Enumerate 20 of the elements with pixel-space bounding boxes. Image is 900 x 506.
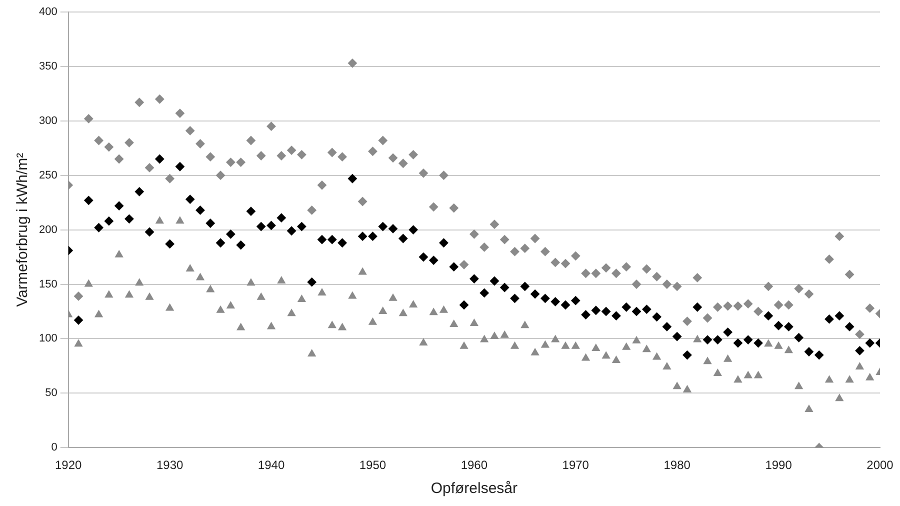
y-tick-label: 0	[51, 442, 58, 454]
x-tick-label: 1950	[359, 458, 386, 472]
x-axis-title: Opførelsesår	[430, 480, 518, 498]
x-tick-label: 1970	[562, 458, 590, 472]
y-tick-label: 150	[38, 278, 58, 290]
x-tick-label: 1960	[460, 458, 488, 472]
x-tick-label: 2000	[866, 458, 894, 472]
y-tick-label: 300	[38, 114, 58, 127]
x-tick-label: 1940	[258, 458, 285, 472]
x-tick-label: 1930	[156, 458, 184, 472]
x-tick-label: 1990	[765, 458, 792, 472]
y-tick-label: 400	[38, 6, 58, 18]
x-tick-label: 1980	[664, 458, 691, 472]
y-tick-label: 50	[45, 387, 58, 400]
y-tick-label: 350	[38, 60, 58, 72]
y-axis-title: Varmeforbrug i kWh/m²	[14, 152, 32, 307]
y-tick-label: 250	[38, 169, 58, 182]
y-tick-label: 200	[38, 224, 58, 236]
x-tick-label: 1920	[55, 458, 82, 472]
y-tick-label: 100	[38, 332, 58, 345]
